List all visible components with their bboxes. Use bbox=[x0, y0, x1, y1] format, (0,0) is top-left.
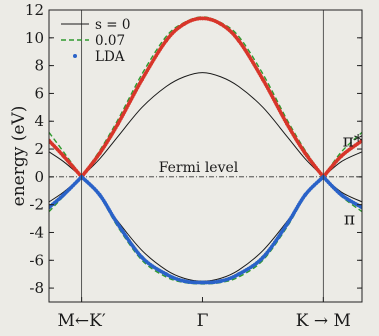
point-lda-upper-6 bbox=[164, 38, 169, 43]
y-tick-label-5: 2 bbox=[34, 140, 44, 158]
y-tick-label-2: -4 bbox=[29, 223, 44, 241]
series-s007-upper-1 bbox=[81, 16, 324, 178]
point-lda-lower-15 bbox=[339, 193, 344, 197]
point-lda-upper-10 bbox=[236, 38, 241, 43]
y-axis-label: energy (eV) bbox=[9, 106, 29, 207]
y-tick-label-4: 0 bbox=[34, 168, 44, 186]
point-lda-lower-1 bbox=[61, 193, 66, 197]
y-tick-label-0: -8 bbox=[29, 279, 44, 297]
legend-label-0: s = 0 bbox=[95, 17, 130, 33]
point-lda-upper-13 bbox=[303, 151, 308, 156]
labels-layer: -8 -6 -4 -2 0 2 4 6 8 10 12 energy (eV) M←K′ Γ K → M Fe… bbox=[9, 1, 363, 331]
x-tick-label-1: Γ bbox=[197, 311, 209, 331]
y-tick-label-6: 4 bbox=[34, 112, 44, 130]
legend-label-1: 0.07 bbox=[95, 33, 125, 49]
point-lda-upper-15 bbox=[339, 154, 344, 158]
band-label-pi: π bbox=[344, 210, 355, 230]
y-tick-label-9: 10 bbox=[25, 29, 44, 47]
y-tick-label-1: -6 bbox=[29, 251, 44, 269]
legend-label-2: LDA bbox=[95, 49, 125, 65]
point-lda-upper-1 bbox=[61, 154, 66, 158]
point-lda-lower-8 bbox=[200, 280, 205, 285]
point-lda-lower-10 bbox=[236, 272, 241, 277]
plot-frame bbox=[48, 9, 363, 303]
x-tick-label-0: M←K′ bbox=[58, 311, 106, 331]
point-lda-upper-12 bbox=[285, 122, 289, 126]
point-lda-upper-7 bbox=[182, 22, 187, 26]
point-lda-lower-11 bbox=[261, 255, 265, 260]
legend-swatch-lda bbox=[73, 54, 77, 58]
y-tick-label-7: 6 bbox=[34, 84, 44, 102]
fermi-level-label: Fermi level bbox=[159, 160, 239, 176]
x-tick-label-2: K → M bbox=[296, 311, 351, 331]
point-lda-upper-4 bbox=[115, 122, 120, 126]
y-tick-label-10: 12 bbox=[25, 1, 44, 19]
band-label-pi-star: π* bbox=[343, 132, 363, 152]
y-tick-label-8: 8 bbox=[34, 57, 44, 75]
point-lda-lower-7 bbox=[182, 279, 187, 284]
point-lda-lower-6 bbox=[164, 272, 169, 277]
series-s007-upper-2 bbox=[322, 131, 362, 178]
point-lda-upper-9 bbox=[218, 22, 223, 26]
y-tick-label-3: -2 bbox=[29, 196, 44, 214]
point-lda-upper-5 bbox=[140, 77, 144, 82]
point-lda-lower-9 bbox=[218, 279, 223, 284]
axes-layer bbox=[48, 9, 363, 303]
point-lda-upper-3 bbox=[97, 151, 102, 156]
series-s0-upper-1 bbox=[81, 72, 324, 178]
point-lda-lower-4 bbox=[115, 222, 120, 227]
point-lda-lower-12 bbox=[285, 222, 289, 227]
point-lda-upper-11 bbox=[261, 77, 265, 82]
point-lda-lower-13 bbox=[303, 193, 308, 197]
point-lda-lower-5 bbox=[140, 255, 144, 260]
point-lda-lower-3 bbox=[97, 193, 102, 197]
point-lda-upper-8 bbox=[200, 16, 205, 21]
